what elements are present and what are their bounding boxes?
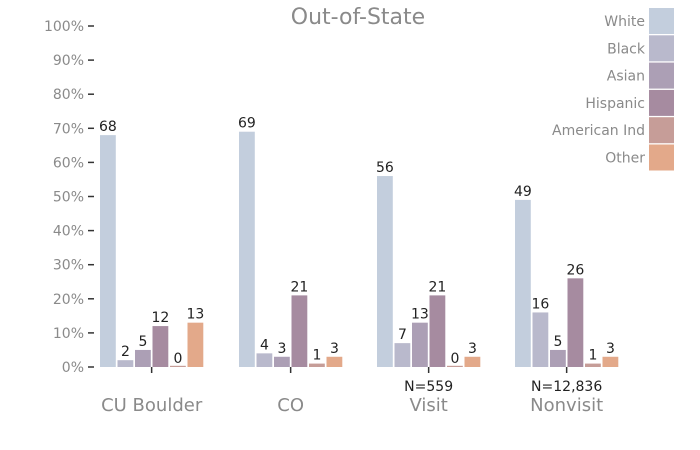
data-label: 49 [514,184,532,200]
bars [100,131,619,367]
sample-size-label: N=12,836 [531,379,602,395]
data-label: 69 [238,116,256,132]
legend-label: Asian [607,69,645,85]
data-label: 12 [151,310,169,326]
data-label: 5 [553,334,562,350]
bar [550,349,566,367]
bar [585,363,601,367]
legend-label: White [604,14,645,30]
bar [187,322,204,367]
y-tick-label: 40% [53,224,84,240]
category-label: CO [277,395,304,416]
y-tick-label: 80% [53,87,84,103]
data-label: 3 [468,341,477,357]
y-tick-label: 70% [53,121,84,137]
data-label: 68 [99,119,117,135]
category-label: Visit [409,395,447,416]
y-tick-label: 90% [53,53,84,69]
legend-swatch [649,8,674,34]
bar [464,356,481,367]
data-label: 1 [588,348,597,364]
y-tick-label: 60% [53,155,84,171]
y-tick-label: 100% [44,19,84,35]
bar [326,356,343,367]
bar [239,131,255,367]
chart-title: Out-of-State [291,5,425,30]
legend-label: American Ind [552,123,645,139]
bar [170,365,186,367]
data-label: 3 [330,341,339,357]
bar [515,199,531,367]
legend-swatch [649,117,674,144]
data-label: 0 [450,351,459,367]
data-label: 13 [411,307,429,323]
data-label: 13 [186,307,204,323]
y-tick-label: 50% [53,190,84,206]
y-tick-label: 10% [53,326,84,342]
legend-swatch [649,144,674,171]
bar [291,295,308,367]
bar [135,349,151,367]
legend-label: Black [607,41,646,57]
data-label: 16 [531,296,549,312]
y-tick-label: 0% [62,360,84,376]
bar [447,365,463,367]
bar [602,356,619,367]
bar [394,343,411,367]
legend: White Black Asian Hispanic American Ind Other [552,8,674,171]
bar [567,278,584,367]
legend-label: Hispanic [585,96,645,112]
bar [152,326,169,367]
bar [117,360,134,367]
data-label: 4 [260,337,269,353]
legend-label: Other [605,151,645,167]
y-tick-label: 30% [53,258,84,274]
legend-swatch [649,35,674,62]
bar [274,356,290,367]
legend-swatch [649,89,674,116]
category-label: Nonvisit [530,395,603,416]
category-label: CU Boulder [101,395,203,416]
bar [412,322,428,367]
data-label: 2 [121,344,130,360]
bar [429,295,446,367]
bar [309,363,325,367]
data-label: 3 [606,341,615,357]
data-label: 56 [376,160,394,176]
data-label: 1 [312,348,321,364]
y-axis: 0% 10% 20% 30% 40% 50% 60% 70% 80% 90% 100% [44,19,94,376]
data-label: 7 [398,327,407,343]
bar [532,312,549,367]
bar [377,176,393,367]
data-label: 21 [290,279,308,295]
data-label: 21 [428,279,446,295]
data-label: 0 [173,351,182,367]
bar [256,353,273,367]
data-label: 5 [138,334,147,350]
bar [100,135,116,367]
data-label: 26 [566,262,584,278]
legend-swatch [649,62,674,89]
data-label: 3 [277,341,286,357]
y-tick-label: 20% [53,292,84,308]
sample-size-label: N=559 [404,379,453,395]
